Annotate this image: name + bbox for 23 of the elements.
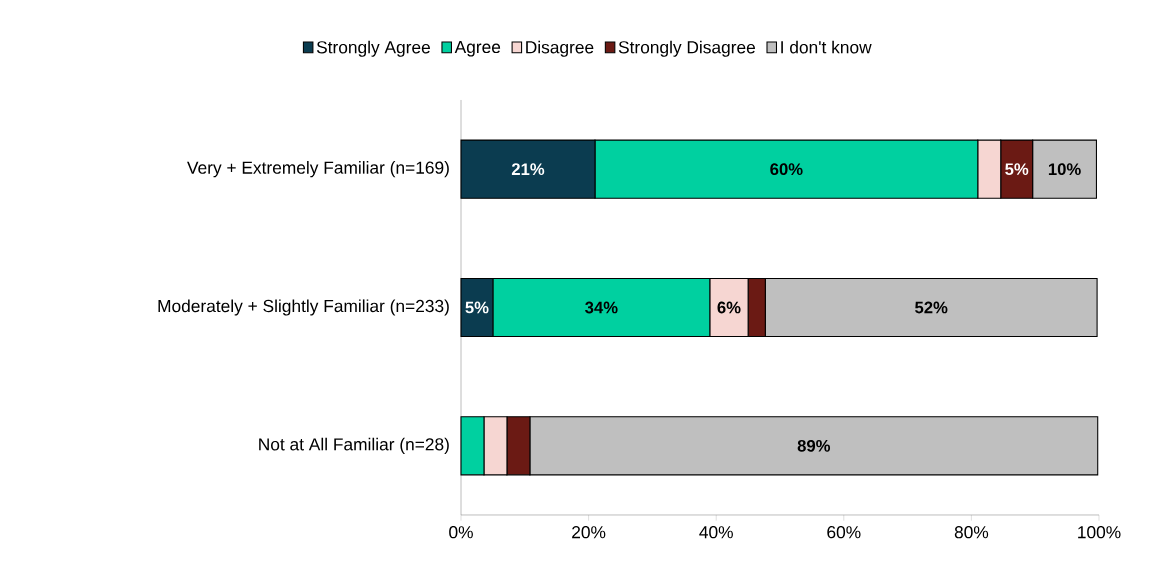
data-label: 6% [717, 301, 741, 314]
legend-label: Strongly Disagree [618, 40, 755, 57]
x-tick-label: 60% [827, 526, 861, 539]
data-label: 10% [1048, 163, 1081, 176]
x-tick-label: 40% [699, 526, 733, 539]
x-tick-label: 100% [1078, 526, 1121, 539]
data-label: 89% [797, 439, 831, 452]
data-label: 60% [770, 163, 803, 176]
legend-label: I don't know [781, 40, 872, 54]
data-label: 34% [585, 301, 618, 314]
legend-label: Strongly Agree [316, 40, 430, 57]
legend-label: Agree [454, 41, 501, 57]
data-label: 21% [511, 163, 545, 176]
x-tick-label: 0% [449, 526, 473, 539]
data-label: 5% [465, 301, 489, 314]
x-tick-label: 20% [572, 526, 606, 539]
y-tick-label: Moderately + Slightly Familiar (n=233) [158, 299, 449, 316]
legend-label: Disagree [526, 40, 594, 57]
data-label: 5% [1005, 163, 1029, 176]
x-tick-label: 80% [954, 526, 989, 539]
data-label: 52% [915, 301, 948, 314]
y-tick-label: Very + Extremely Familiar (n=169) [187, 161, 449, 178]
y-tick-label: Not at All Familiar (n=28) [259, 437, 449, 454]
